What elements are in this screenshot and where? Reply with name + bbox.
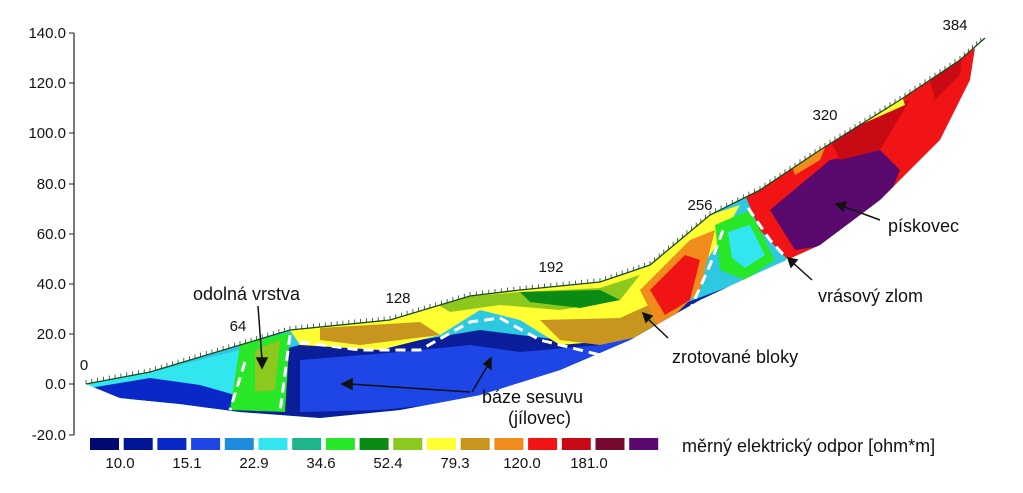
slide-base-line (299, 224, 727, 357)
y-tick-label: 80.0 (37, 176, 66, 193)
legend-label: 79.3 (440, 455, 469, 472)
left-blue-patch (90, 378, 235, 410)
distance-label: 384 (942, 17, 967, 34)
y-tick-label: 140.0 (28, 25, 66, 42)
legend-title: měrný elektrický odpor [ohm*m] (682, 436, 935, 456)
legend-swatch (595, 438, 625, 450)
legend-swatch (157, 438, 187, 450)
legend-swatch (90, 438, 119, 450)
legend-swatch (494, 438, 524, 450)
annotation-fold-fault: vrásový zlom (818, 286, 923, 306)
legend-swatch (359, 438, 389, 450)
annotation-resistant-layer: odolná vrstva (193, 284, 301, 304)
distance-label: 128 (385, 290, 410, 307)
interpretation-lines (228, 207, 792, 413)
resistant-layer-left-boundary (228, 361, 247, 411)
arrows (255, 201, 881, 393)
annotation-sandstone: pískovec (888, 216, 959, 236)
resistant-layer-right-boundary (278, 334, 292, 413)
legend-swatch (528, 438, 558, 450)
y-axis: 140.0 120.0 100.0 80.0 60.0 40.0 20.0 0.… (28, 25, 75, 444)
y-axis-ticks (69, 32, 74, 436)
legend-label: 22.9 (239, 455, 268, 472)
section-body (86, 48, 975, 418)
y-tick-label: 120.0 (28, 75, 66, 92)
legend-swatch (629, 438, 659, 450)
legend-label: 10.0 (105, 455, 134, 472)
resistant-layer-arrow (257, 305, 263, 361)
annotation-slide-base: báze sesuvu (482, 387, 583, 407)
electrode-markers (85, 37, 982, 384)
slide-base-arrow (349, 383, 471, 393)
annotation-slide-base-rock: (jílovec) (508, 408, 571, 428)
y-tick-label: 20.0 (37, 326, 66, 343)
legend-swatch (292, 438, 322, 450)
upper-layer-yellow (290, 205, 740, 350)
distance-label: 0 (80, 357, 88, 374)
y-tick-label: 100.0 (28, 125, 66, 142)
fold-fault-arrow (791, 261, 813, 281)
legend-label: 52.4 (373, 455, 402, 472)
y-tick-label: -20.0 (32, 427, 66, 444)
legend-label: 120.0 (503, 455, 541, 472)
distance-label: 192 (538, 259, 563, 276)
legend-label: 181.0 (570, 455, 608, 472)
rotated-blocks-arrow (646, 317, 669, 339)
y-tick-label: 0.0 (45, 376, 66, 393)
legend-swatch (427, 438, 456, 450)
annotation-rotated-blocks: zrotované bloky (672, 347, 798, 367)
legend-label: 15.1 (172, 455, 201, 472)
legend-swatch (258, 438, 288, 450)
legend-swatch (393, 438, 423, 450)
legend-label: 34.6 (306, 455, 335, 472)
legend-swatch (191, 438, 221, 450)
legend-swatch (224, 438, 254, 450)
legend-swatch (325, 438, 355, 450)
legend-swatch (460, 438, 490, 450)
sandstone-arrow (841, 205, 881, 221)
sandstone-purple (770, 150, 900, 250)
slide-base-arrow-2 (471, 364, 489, 393)
base-blue (300, 270, 780, 412)
fold-fault-line (746, 207, 792, 264)
distance-label: 320 (812, 107, 837, 124)
distance-label: 64 (230, 318, 247, 335)
legend-swatch (561, 438, 591, 450)
legend-swatch (123, 438, 153, 450)
distance-label: 256 (687, 197, 712, 214)
legend-color-scale (90, 438, 659, 450)
y-tick-label: 60.0 (37, 226, 66, 243)
y-tick-label: 40.0 (37, 276, 66, 293)
